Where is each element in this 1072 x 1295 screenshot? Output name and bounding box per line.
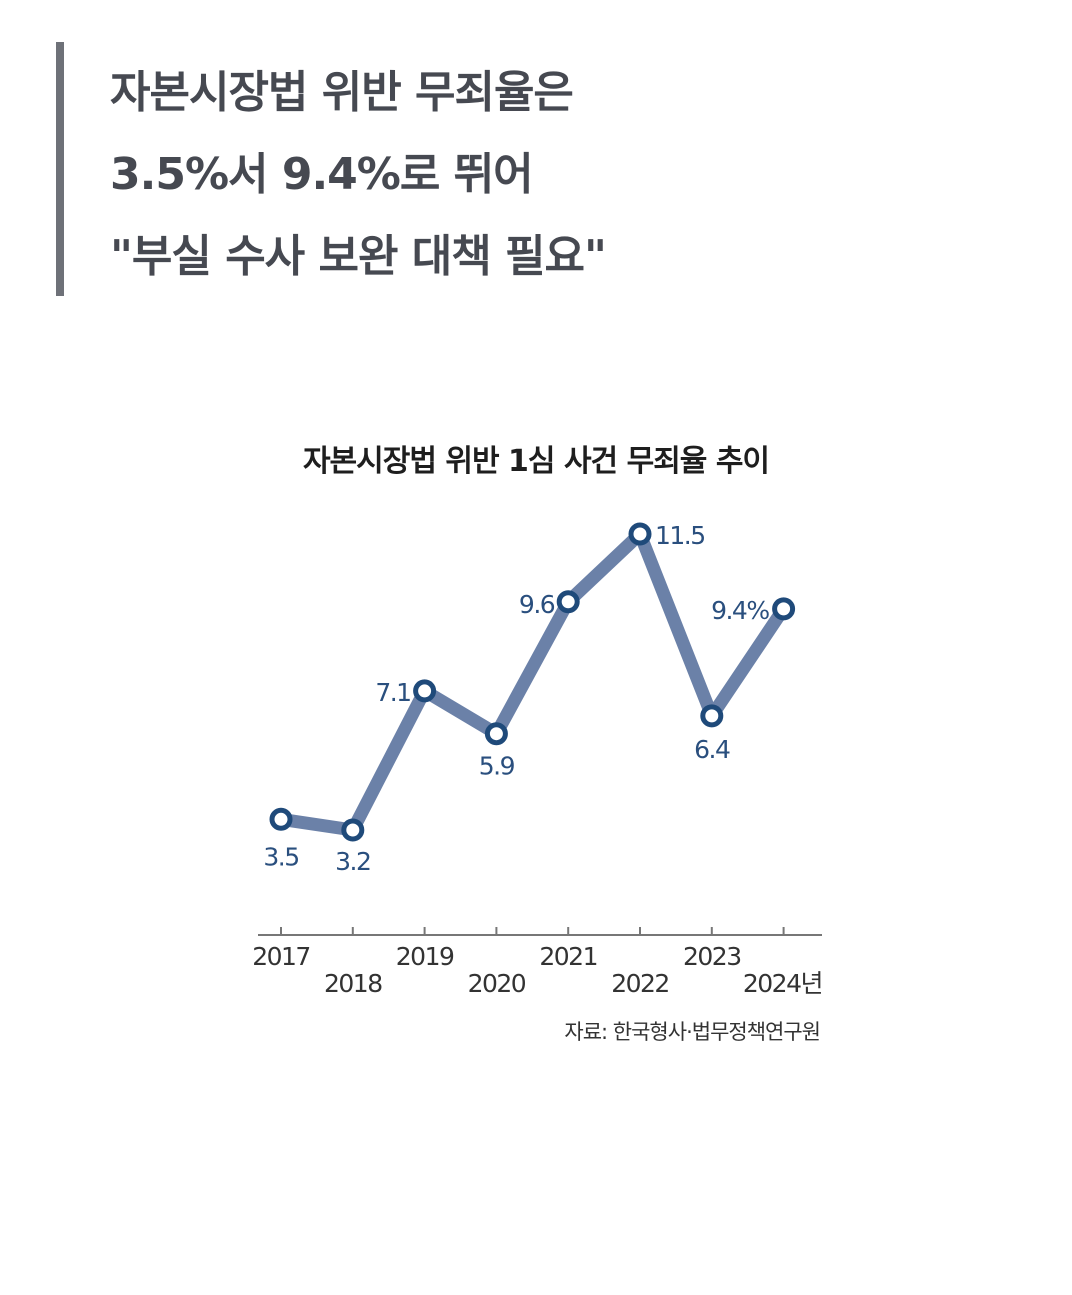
data-label: 9.4% [711, 596, 769, 625]
data-label: 7.1 [375, 678, 410, 707]
series-line [274, 527, 791, 837]
chart-title: 자본시장법 위반 1심 사건 무죄율 추이 [302, 444, 770, 479]
data-labels: 3.5 3.2 7.1 5.9 9.6 11.5 6.4 9.4% [263, 521, 770, 876]
data-point [772, 597, 796, 621]
data-label: 3.5 [263, 842, 298, 871]
data-label: 5.9 [479, 752, 515, 781]
headline-line-2: 3.5%서 9.4%로 뛰어 [110, 149, 534, 200]
data-point [341, 818, 365, 842]
headline: 자본시장법 위반 무죄율은 3.5%서 9.4%로 뛰어 "부실 수사 보완 대… [110, 52, 607, 298]
x-tick-label: 2020 [468, 969, 526, 998]
source-note: 자료: 한국형사·법무정책연구원 [564, 1020, 821, 1044]
x-tick-label: 2023 [683, 942, 741, 971]
data-point [484, 722, 508, 746]
data-label: 3.2 [335, 847, 370, 876]
data-point [556, 590, 580, 614]
x-tick-label: 2021 [539, 942, 597, 971]
x-tick-label: 2017 [252, 942, 310, 971]
data-point [269, 807, 293, 831]
x-tick-label: 2018 [324, 969, 382, 998]
quote-bar [56, 42, 64, 296]
data-point [413, 679, 437, 703]
headline-line-1: 자본시장법 위반 무죄율은 [110, 67, 574, 118]
data-label: 11.5 [655, 521, 705, 550]
x-tick-label: 2024년 [743, 969, 822, 998]
data-label: 9.6 [519, 590, 555, 619]
headline-line-3: "부실 수사 보완 대책 필요" [110, 231, 607, 282]
x-tick-label: 2022 [611, 969, 669, 998]
data-point [628, 522, 652, 546]
data-markers [269, 522, 796, 842]
data-label: 6.4 [694, 735, 730, 764]
x-tick-label: 2019 [396, 942, 454, 971]
data-point [700, 704, 724, 728]
x-axis-ticks [280, 927, 785, 935]
